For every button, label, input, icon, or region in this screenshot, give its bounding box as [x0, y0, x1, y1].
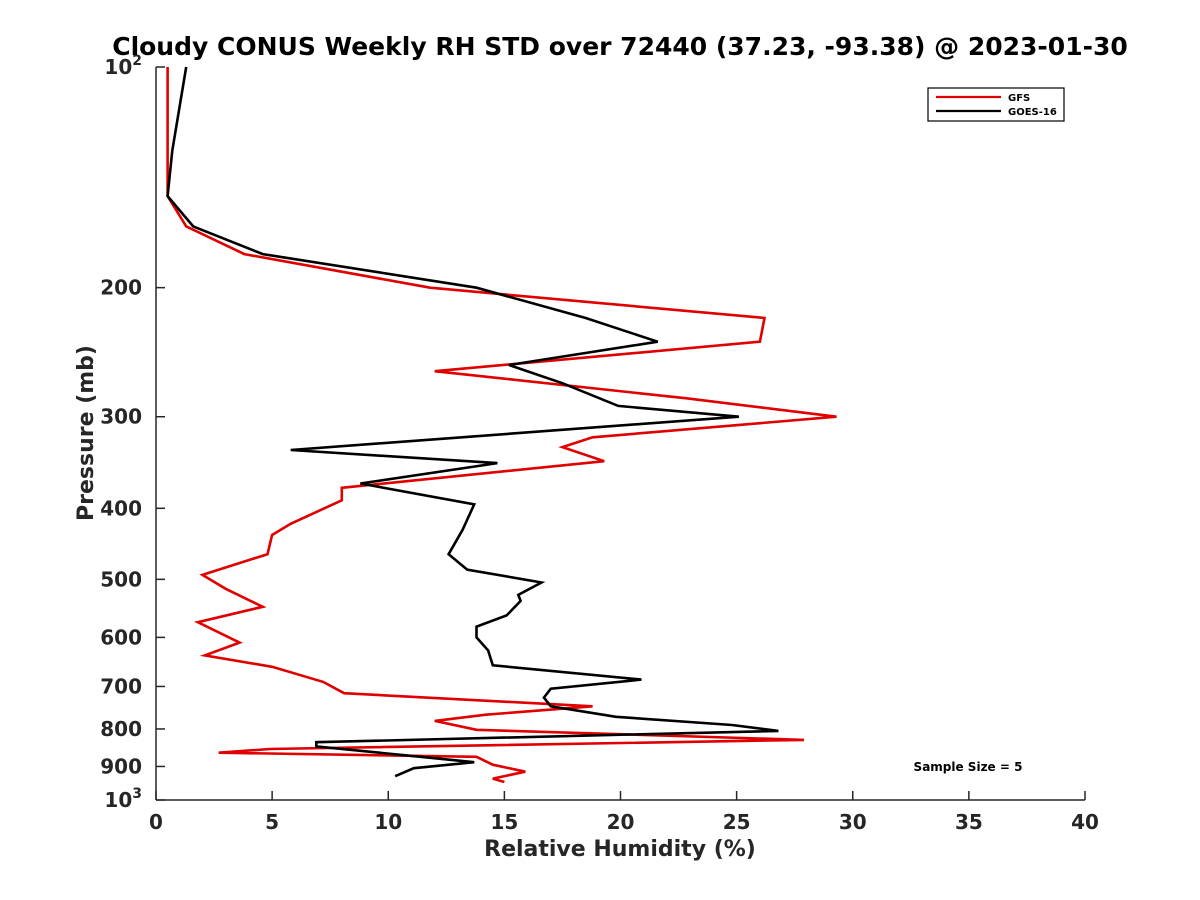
y-tick-label-500: 500 — [100, 567, 142, 591]
y-tick-label-800: 800 — [100, 717, 142, 741]
x-tick-label-35: 35 — [955, 810, 983, 834]
y-tick-label-900: 900 — [100, 754, 142, 778]
y-tick-label-300: 300 — [100, 405, 142, 429]
y-tick-label-200: 200 — [100, 276, 142, 300]
x-tick-label-15: 15 — [490, 810, 518, 834]
y-tick-label-600: 600 — [100, 625, 142, 649]
y-axis-label: Pressure (mb) — [74, 345, 99, 521]
y-tick-label-700: 700 — [100, 674, 142, 698]
x-tick-label-10: 10 — [374, 810, 402, 834]
y-tick-label-100: 102 — [104, 53, 142, 79]
x-tick-label-5: 5 — [265, 810, 279, 834]
legend-label-goes16: GOES-16 — [1008, 107, 1057, 118]
plot-area — [155, 67, 1085, 801]
x-axis-ticks: 0 5 10 15 20 25 30 35 40 — [149, 791, 1099, 834]
plot-background — [156, 67, 1085, 800]
legend-box — [927, 87, 1065, 122]
series-line-gfs — [166, 67, 837, 784]
sample-size-annotation: Sample Size = 5 — [914, 760, 1023, 774]
x-tick-label-30: 30 — [839, 810, 867, 834]
x-tick-label-25: 25 — [723, 810, 751, 834]
x-axis-label: Relative Humidity (%) — [484, 837, 756, 862]
y-axis-ticks: 102 200 300 400 500 600 700 800 900 103 — [100, 53, 165, 812]
chart-title: Cloudy CONUS Weekly RH STD over 72440 (3… — [112, 32, 1128, 61]
series-line-goes16 — [166, 66, 779, 778]
legend: GFS GOES-16 — [927, 87, 1065, 122]
x-tick-label-40: 40 — [1071, 810, 1099, 834]
series-lines — [166, 66, 837, 784]
legend-label-gfs: GFS — [1008, 93, 1030, 104]
y-tick-label-1000: 103 — [104, 786, 142, 812]
x-tick-label-0: 0 — [149, 810, 163, 834]
x-tick-label-20: 20 — [607, 810, 635, 834]
y-tick-label-400: 400 — [100, 496, 142, 520]
